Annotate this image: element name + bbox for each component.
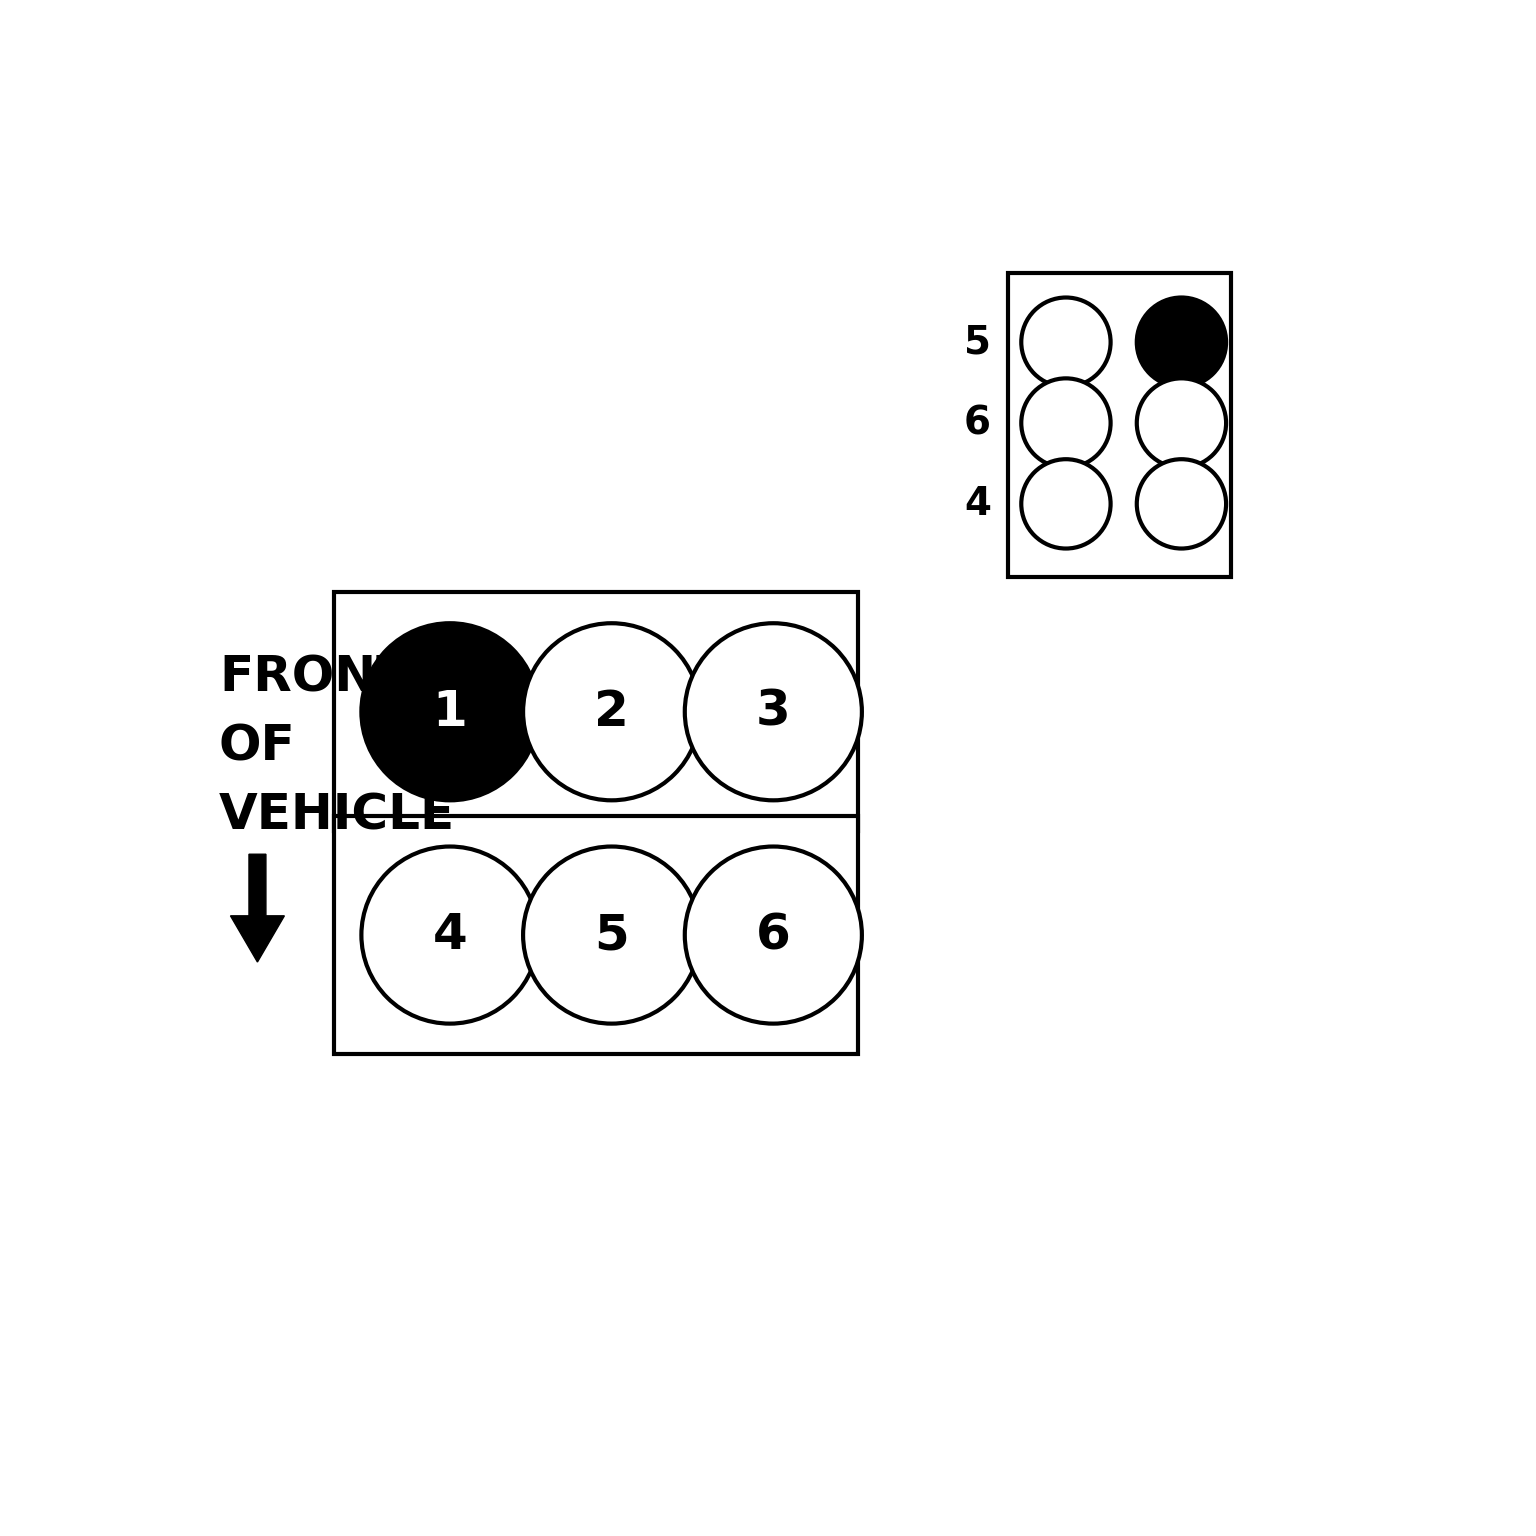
Polygon shape — [230, 854, 284, 962]
Text: 5: 5 — [965, 323, 991, 361]
Circle shape — [361, 846, 539, 1023]
Text: 4: 4 — [965, 485, 991, 522]
Text: 3: 3 — [756, 688, 791, 736]
Text: 2: 2 — [594, 688, 630, 736]
Circle shape — [685, 624, 862, 800]
Circle shape — [1137, 298, 1226, 387]
Circle shape — [524, 624, 700, 800]
Bar — [1008, 273, 1232, 578]
Circle shape — [361, 624, 539, 800]
Text: 4: 4 — [433, 911, 467, 958]
Text: 5: 5 — [594, 911, 630, 958]
Text: 1: 1 — [433, 688, 467, 736]
Circle shape — [1137, 378, 1226, 467]
Text: VEHICLE: VEHICLE — [220, 791, 455, 840]
Text: FRONT: FRONT — [220, 653, 410, 700]
Circle shape — [1021, 298, 1111, 387]
Circle shape — [524, 846, 700, 1023]
Text: 6: 6 — [965, 404, 991, 442]
Circle shape — [685, 846, 862, 1023]
Circle shape — [1137, 459, 1226, 548]
Circle shape — [1021, 378, 1111, 467]
Text: 6: 6 — [756, 911, 791, 958]
Circle shape — [1021, 459, 1111, 548]
Bar — [335, 816, 859, 1054]
Text: OF: OF — [220, 722, 296, 771]
Bar — [335, 593, 859, 831]
